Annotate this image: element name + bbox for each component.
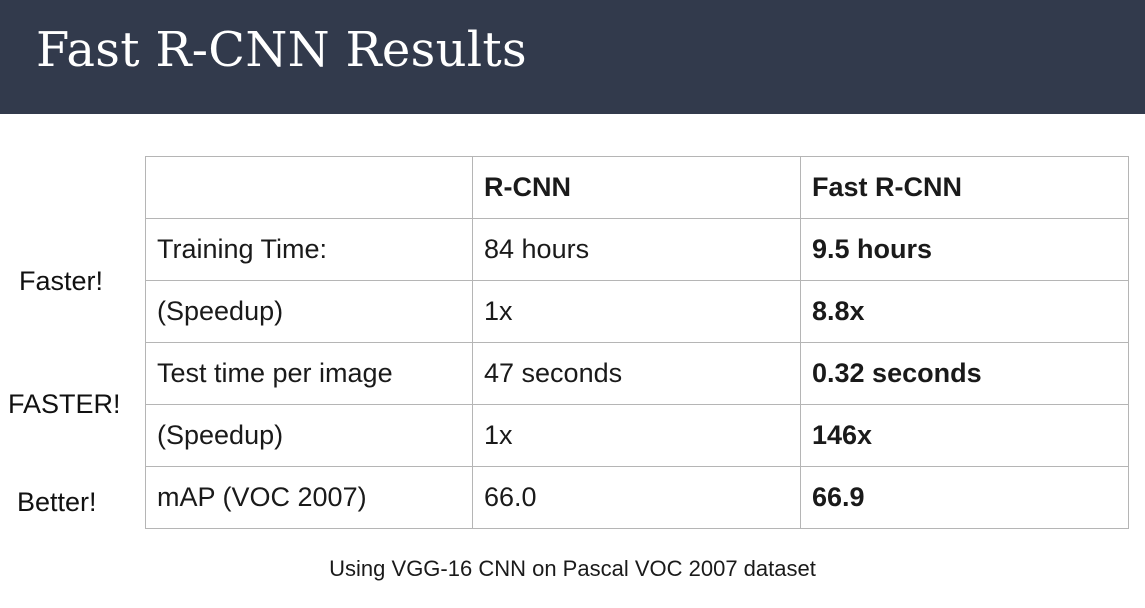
table-row: Test time per image 47 seconds 0.32 seco… xyxy=(145,342,1129,405)
side-label-faster: Faster! xyxy=(19,266,104,296)
rcnn-value: 66.0 xyxy=(472,466,801,529)
fast-rcnn-value: 0.32 seconds xyxy=(800,342,1129,405)
title-bar: Fast R-CNN Results xyxy=(0,0,1145,114)
fast-rcnn-value: 9.5 hours xyxy=(800,218,1129,281)
table-row: (Speedup) 1x 146x xyxy=(145,404,1129,467)
rcnn-value: 1x xyxy=(472,280,801,343)
row-label: (Speedup) xyxy=(145,404,473,467)
fast-rcnn-value: 66.9 xyxy=(800,466,1129,529)
rcnn-value: 1x xyxy=(472,404,801,467)
table-row: mAP (VOC 2007) 66.0 66.9 xyxy=(145,466,1129,529)
row-label: mAP (VOC 2007) xyxy=(145,466,473,529)
rcnn-value: 47 seconds xyxy=(472,342,801,405)
fast-rcnn-value: 8.8x xyxy=(800,280,1129,343)
results-table: R-CNN Fast R-CNN Training Time: 84 hours… xyxy=(145,156,1129,529)
table-caption: Using VGG-16 CNN on Pascal VOC 2007 data… xyxy=(329,556,816,581)
row-label: (Speedup) xyxy=(145,280,473,343)
rcnn-value: 84 hours xyxy=(472,218,801,281)
header-cell-rcnn: R-CNN xyxy=(472,156,801,219)
row-label: Test time per image xyxy=(145,342,473,405)
table-row: (Speedup) 1x 8.8x xyxy=(145,280,1129,343)
row-label: Training Time: xyxy=(145,218,473,281)
side-label-better: Better! xyxy=(17,487,97,517)
slide-title: Fast R-CNN Results xyxy=(36,22,527,78)
header-cell-empty xyxy=(145,156,473,219)
table-row: Training Time: 84 hours 9.5 hours xyxy=(145,218,1129,281)
header-cell-fast-rcnn: Fast R-CNN xyxy=(800,156,1129,219)
table-header-row: R-CNN Fast R-CNN xyxy=(145,156,1129,219)
fast-rcnn-value: 146x xyxy=(800,404,1129,467)
side-label-faster-caps: FASTER! xyxy=(8,389,121,419)
